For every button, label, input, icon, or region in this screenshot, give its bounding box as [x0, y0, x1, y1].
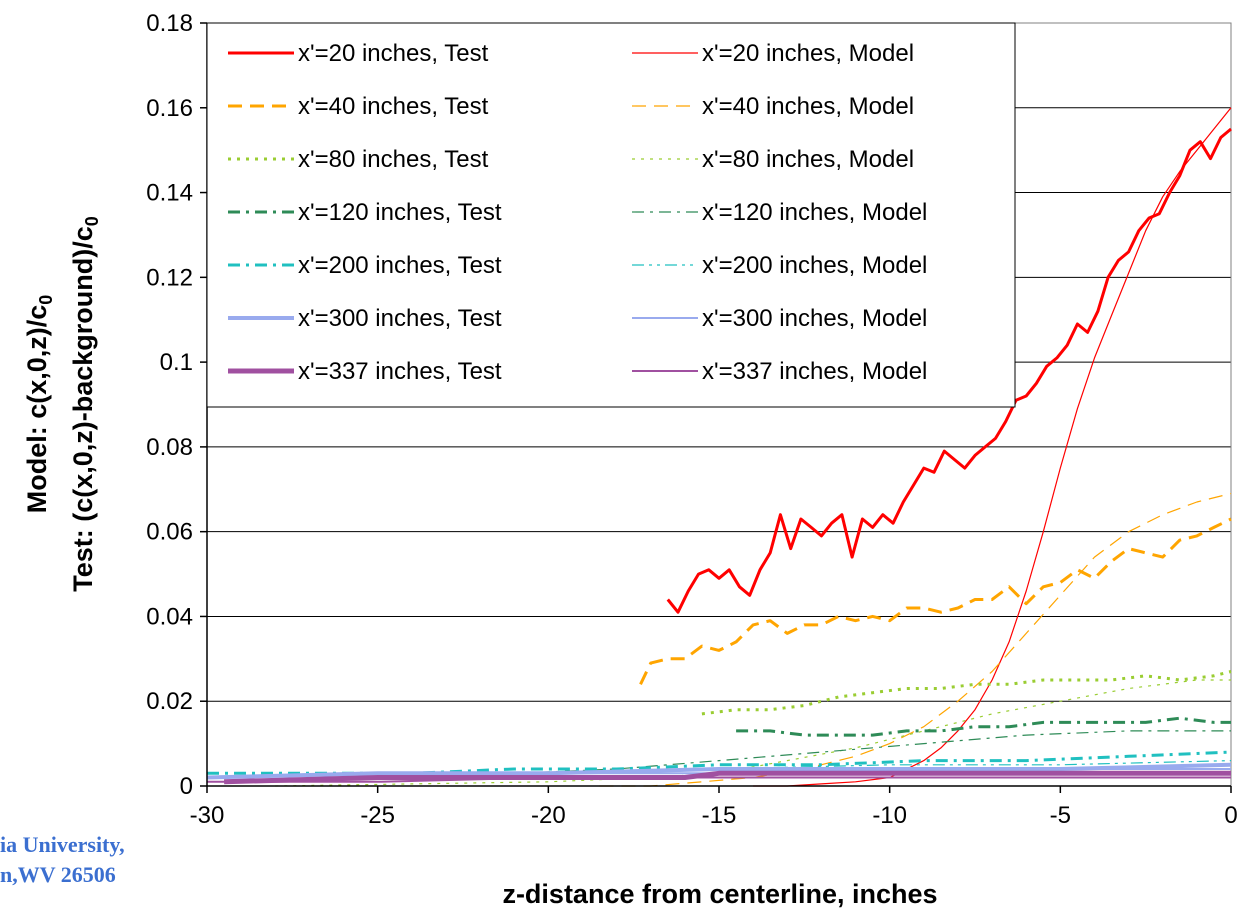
x-tick-label: 0 [1224, 802, 1237, 829]
legend-label: x'=20 inches, Test [298, 40, 489, 67]
series-line [241, 730, 1231, 783]
y-tick-label: 0 [180, 773, 193, 800]
legend-label: x'=337 inches, Test [298, 358, 502, 385]
series-line [701, 670, 1232, 716]
y-tick-label: 0.02 [146, 688, 193, 715]
legend-label: x'=40 inches, Test [298, 93, 489, 120]
x-tick-label: -30 [190, 802, 225, 829]
y-axis-title-line-1: Model: c(x,0,z)/c0 [22, 295, 56, 514]
series-line [639, 517, 1232, 685]
legend: x'=20 inches, Test x'=20 inches, Model x'=… [206, 22, 1016, 408]
legend-box [206, 22, 1016, 408]
legend-label: x'=20 inches, Model [702, 40, 914, 67]
series-line [224, 770, 1231, 785]
legend-label: x'=300 inches, Model [702, 305, 927, 332]
y-axis-title-line-2: Test: (c(x,0,z)-background)/c0 [68, 216, 102, 592]
y-tick-label: 0.14 [146, 180, 193, 207]
y-tick-label: 0.16 [146, 95, 193, 122]
x-tick-label: -5 [1050, 802, 1071, 829]
y-tick-label: 0.08 [146, 434, 193, 461]
x-tick-label: -15 [702, 802, 737, 829]
legend-label: x'=200 inches, Model [702, 252, 927, 279]
series-line [666, 127, 1232, 614]
y-tick-label: 0.18 [146, 10, 193, 37]
x-axis-title: z-distance from centerline, inches [502, 879, 937, 909]
series-line [207, 776, 1231, 783]
series-lines [206, 107, 1232, 787]
legend-label: x'=80 inches, Test [298, 146, 489, 173]
footer-line-1: ia University, [0, 832, 125, 857]
legend-label: x'=200 inches, Test [298, 252, 502, 279]
y-tick-labels: 0 0.02 0.04 0.06 0.08 0.1 0.12 0.14 0.16 0.18 [146, 10, 207, 800]
y-axis-title: Model: c(x,0,z)/c0 Test: (c(x,0,z)-backg… [22, 216, 102, 592]
legend-label: x'=300 inches, Test [298, 305, 502, 332]
x-tick-label: -10 [872, 802, 907, 829]
footer-line-2: n,WV 26506 [0, 862, 116, 887]
x-tick-label: -25 [360, 802, 395, 829]
y-tick-label: 0.04 [146, 603, 193, 630]
y-axis-title-subscript-2: 0 [82, 216, 102, 226]
x-tick-labels: -30 -25 -20 -15 -10 -5 0 [190, 786, 1238, 829]
x-tick-label: -20 [531, 802, 566, 829]
series-line [599, 492, 1232, 787]
series-line [736, 716, 1231, 737]
legend-label: x'=337 inches, Model [702, 358, 927, 385]
legend-label: x'=80 inches, Model [702, 146, 914, 173]
y-tick-label: 0.1 [160, 349, 193, 376]
y-tick-label: 0.06 [146, 519, 193, 546]
y-axis-title-subscript-1: 0 [36, 295, 56, 305]
legend-label: x'=40 inches, Model [702, 93, 914, 120]
legend-label: x'=120 inches, Test [298, 199, 502, 226]
legend-label: x'=120 inches, Model [702, 199, 927, 226]
y-tick-label: 0.12 [146, 264, 193, 291]
